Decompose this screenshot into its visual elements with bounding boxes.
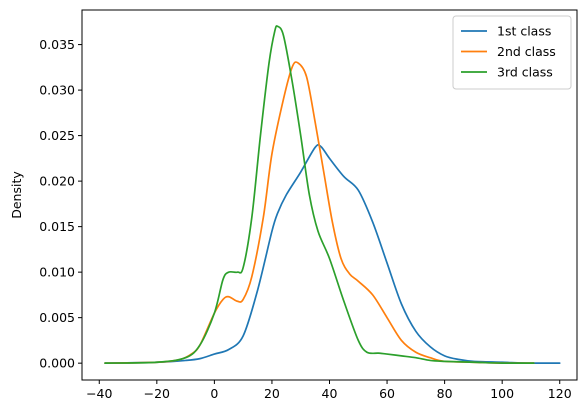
x-tick-label: 0 xyxy=(210,386,218,401)
series-line-1 xyxy=(104,143,561,365)
x-tick-label: 100 xyxy=(490,386,514,401)
y-tick-label: 0.005 xyxy=(39,310,75,325)
y-tick-label: 0.035 xyxy=(39,37,75,52)
x-tick-label: 40 xyxy=(322,386,338,401)
y-tick-label: 0.025 xyxy=(39,128,75,143)
y-tick-label: 0.030 xyxy=(39,83,75,98)
x-axis-ticks: −40 −20 0 20 40 60 80 100 120 xyxy=(86,380,572,401)
y-tick-label: 0.015 xyxy=(39,219,75,234)
y-axis-ticks: 0.000 0.005 0.010 0.015 0.020 0.025 0.030 0.035 xyxy=(39,37,82,371)
y-tick-label: 0.010 xyxy=(39,265,75,280)
legend: 1st class 2nd class 3rd class xyxy=(452,15,572,90)
x-tick-label: −20 xyxy=(144,386,170,401)
x-tick-label: −40 xyxy=(86,386,112,401)
legend-label: 3rd class xyxy=(497,65,553,80)
legend-label: 1st class xyxy=(497,24,551,39)
series-layer xyxy=(104,25,561,365)
y-tick-label: 0.020 xyxy=(39,174,75,189)
x-tick-label: 80 xyxy=(437,386,453,401)
x-tick-label: 120 xyxy=(548,386,572,401)
legend-label: 2nd class xyxy=(497,44,556,59)
series-line-3 xyxy=(104,25,535,365)
y-tick-label: 0.000 xyxy=(39,356,75,371)
x-tick-label: 20 xyxy=(264,386,280,401)
x-tick-label: 60 xyxy=(379,386,395,401)
legend-box xyxy=(452,15,572,90)
y-axis-label: Density xyxy=(9,171,24,219)
